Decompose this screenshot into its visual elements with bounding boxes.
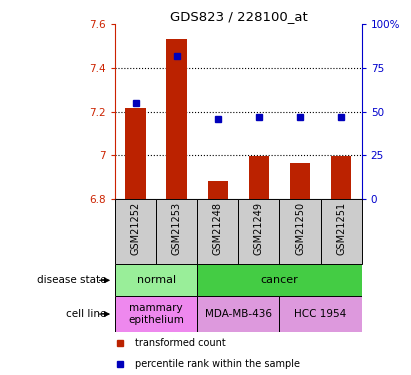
Bar: [115, 296, 197, 332]
Bar: [197, 199, 238, 264]
Bar: [238, 199, 279, 264]
Text: normal: normal: [136, 275, 176, 285]
Text: transformed count: transformed count: [135, 338, 226, 348]
Text: GSM21253: GSM21253: [172, 202, 182, 255]
Text: disease state: disease state: [37, 275, 107, 285]
Text: HCC 1954: HCC 1954: [294, 309, 347, 319]
Text: GSM21251: GSM21251: [336, 202, 346, 255]
Bar: [331, 156, 351, 199]
Bar: [249, 156, 269, 199]
Bar: [115, 264, 197, 296]
Bar: [197, 264, 362, 296]
Bar: [166, 39, 187, 199]
Bar: [115, 199, 156, 264]
Bar: [208, 181, 228, 199]
Text: GSM21250: GSM21250: [295, 202, 305, 255]
Text: cancer: cancer: [261, 275, 298, 285]
Title: GDS823 / 228100_at: GDS823 / 228100_at: [169, 10, 307, 23]
Text: cell line: cell line: [67, 309, 107, 319]
Bar: [156, 199, 197, 264]
Text: GSM21248: GSM21248: [213, 202, 223, 255]
Bar: [279, 199, 321, 264]
Text: percentile rank within the sample: percentile rank within the sample: [135, 359, 300, 369]
Bar: [279, 296, 362, 332]
Bar: [125, 108, 146, 199]
Text: mammary
epithelium: mammary epithelium: [128, 303, 184, 325]
Bar: [290, 163, 310, 199]
Bar: [197, 296, 279, 332]
Text: GSM21252: GSM21252: [131, 202, 141, 255]
Text: MDA-MB-436: MDA-MB-436: [205, 309, 272, 319]
Text: GSM21249: GSM21249: [254, 202, 264, 255]
Bar: [321, 199, 362, 264]
